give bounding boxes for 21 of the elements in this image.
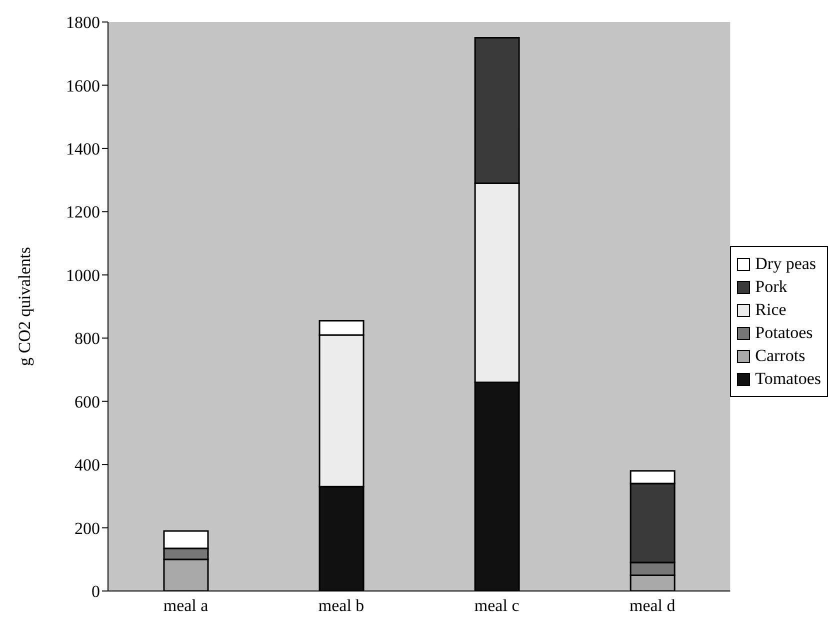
legend-label: Tomatoes (755, 369, 821, 389)
x-tick-label: meal c (474, 596, 520, 616)
y-tick-label: 1600 (66, 76, 100, 96)
x-tick-label: meal b (318, 596, 364, 616)
legend-label: Carrots (755, 346, 806, 366)
legend-label: Rice (755, 300, 786, 320)
y-tick-label: 1200 (66, 202, 100, 222)
y-tick-label: 1000 (66, 266, 100, 285)
y-tick-label: 800 (74, 329, 100, 348)
y-tick-label: 400 (74, 456, 100, 475)
y-tick-label: 600 (74, 392, 100, 412)
y-tick-label: 200 (74, 518, 100, 538)
x-tick-label: meal a (163, 596, 209, 616)
y-tick-label: 0 (92, 582, 100, 602)
legend-label: Pork (755, 277, 788, 297)
legend-label: Dry peas (755, 254, 816, 274)
legend-label: Potatoes (755, 323, 813, 343)
y-tick-label: 1400 (66, 139, 100, 158)
y-tick-label: 1800 (66, 13, 100, 32)
x-tick-label: meal d (629, 596, 676, 616)
y-axis-title: g CO2 quivalents (15, 247, 34, 366)
